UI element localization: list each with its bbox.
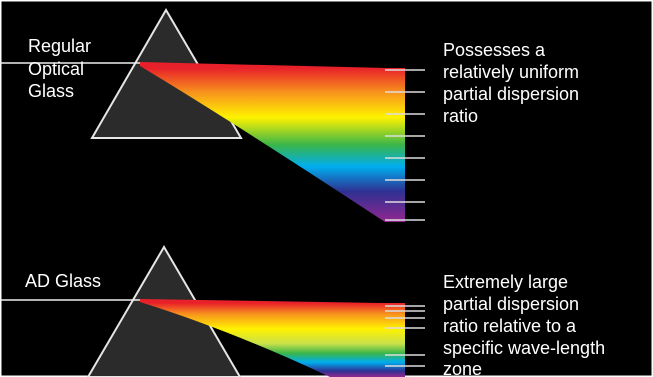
description: relatively uniform xyxy=(443,62,579,82)
glass-label: Optical xyxy=(28,59,84,79)
description: Possesses a xyxy=(443,40,546,60)
description: Extremely large xyxy=(443,272,568,292)
glass-label: Glass xyxy=(28,81,74,101)
glass-label: AD Glass xyxy=(25,271,101,291)
description: ratio xyxy=(443,106,478,126)
spectrum-bar xyxy=(385,68,405,222)
diagram: Regular Optical Glass Possesses a relati… xyxy=(0,0,653,377)
glass-label: Regular xyxy=(28,36,91,56)
description: specific wave-length xyxy=(443,338,605,358)
description: ratio relative to a xyxy=(443,316,577,336)
description: partial dispersion xyxy=(443,84,579,104)
description: zone xyxy=(443,359,482,377)
description: partial dispersion xyxy=(443,294,579,314)
